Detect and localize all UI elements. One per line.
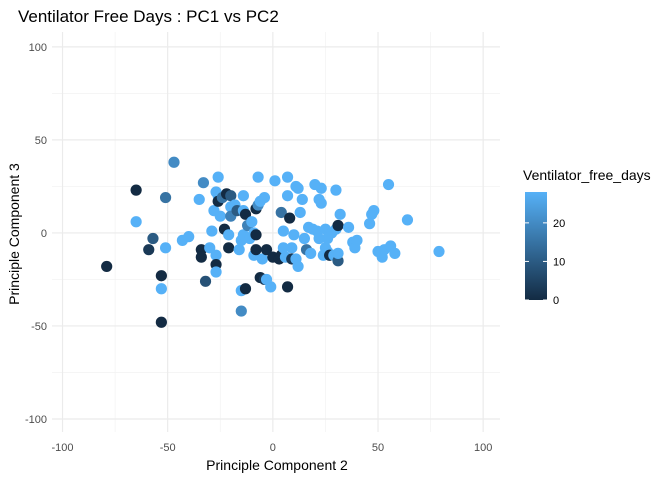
data-point: [269, 175, 281, 187]
data-point: [183, 231, 195, 243]
data-point: [296, 193, 308, 206]
data-point: [382, 178, 395, 191]
data-point: [223, 229, 235, 241]
data-point: [250, 244, 262, 256]
x-tick-label: 100: [474, 442, 492, 454]
data-point: [292, 182, 304, 194]
data-point: [237, 190, 249, 202]
data-point: [363, 218, 376, 230]
data-point: [214, 210, 226, 222]
legend-ticks: 0 10 20: [525, 218, 565, 307]
data-point: [168, 156, 180, 168]
y-tick-label: 50: [35, 135, 47, 147]
data-point: [401, 214, 414, 226]
data-point: [212, 171, 224, 183]
data-point: [332, 219, 344, 232]
data-point: [206, 225, 218, 237]
x-tick-label: -100: [52, 442, 74, 454]
legend-title: Ventilator_free_days: [523, 167, 651, 183]
data-point: [286, 242, 298, 254]
data-point: [284, 212, 296, 224]
data-point: [155, 283, 167, 295]
data-point: [332, 247, 344, 259]
data-point: [155, 316, 167, 328]
legend-tick-label: 10: [553, 256, 565, 268]
data-point: [197, 177, 210, 189]
data-point: [281, 281, 294, 293]
chart-title: Ventilator Free Days : PC1 vs PC2: [18, 7, 279, 26]
data-point: [235, 305, 247, 317]
data-point: [315, 197, 327, 209]
y-tick-label: -50: [31, 321, 47, 333]
y-axis-ticks: -100 -50 0 50 100: [25, 42, 47, 426]
data-point: [281, 190, 294, 202]
plot-grid: [52, 32, 500, 432]
data-point: [210, 266, 222, 278]
y-tick-label: 0: [41, 228, 47, 240]
data-point: [250, 229, 262, 241]
legend-tick-label: 0: [553, 295, 559, 307]
data-point: [389, 247, 401, 259]
data-point: [330, 184, 342, 196]
data-point: [130, 216, 142, 228]
data-point: [204, 242, 216, 254]
data-point: [256, 253, 268, 265]
data-point: [342, 221, 355, 233]
data-point: [159, 242, 172, 254]
data-point: [294, 206, 306, 219]
data-point: [305, 247, 317, 259]
data-point: [223, 242, 235, 254]
legend-tick-label: 20: [553, 218, 565, 230]
data-point: [298, 232, 310, 245]
data-point: [155, 270, 167, 282]
y-tick-label: -100: [25, 414, 47, 426]
data-point: [239, 208, 252, 220]
x-tick-label: 0: [270, 442, 276, 454]
x-axis-ticks: -100 -50 0 50 100: [52, 442, 493, 454]
data-point: [159, 191, 172, 204]
data-point: [265, 281, 277, 293]
data-point: [199, 275, 212, 287]
data-point: [351, 234, 363, 246]
data-points: [101, 156, 445, 328]
data-point: [315, 182, 327, 194]
data-point: [368, 205, 380, 217]
data-point: [239, 283, 252, 295]
color-legend: Ventilator_free_days 0 10 20: [523, 167, 651, 307]
data-point: [143, 244, 155, 256]
data-point: [101, 260, 113, 273]
data-point: [313, 232, 325, 245]
data-point: [130, 184, 142, 196]
data-point: [193, 193, 205, 206]
data-point: [246, 216, 258, 228]
x-tick-label: -50: [160, 442, 176, 454]
data-point: [277, 225, 289, 237]
data-point: [292, 260, 304, 273]
data-point: [258, 191, 271, 204]
data-point: [288, 229, 300, 241]
data-point: [334, 208, 346, 220]
data-point: [281, 171, 294, 183]
y-tick-label: 100: [29, 42, 47, 54]
y-axis-label: Principle Component 3: [6, 163, 22, 305]
data-point: [147, 232, 159, 245]
data-point: [233, 244, 245, 256]
legend-colorbar: [525, 192, 547, 300]
data-point: [260, 244, 273, 256]
data-point: [275, 206, 287, 219]
data-point: [210, 249, 222, 261]
x-axis-label: Principle Component 2: [206, 457, 348, 473]
data-point: [195, 251, 207, 263]
x-tick-label: 50: [372, 442, 384, 454]
data-point: [225, 190, 237, 202]
data-point: [252, 171, 264, 183]
data-point: [277, 242, 289, 254]
data-point: [433, 245, 445, 258]
